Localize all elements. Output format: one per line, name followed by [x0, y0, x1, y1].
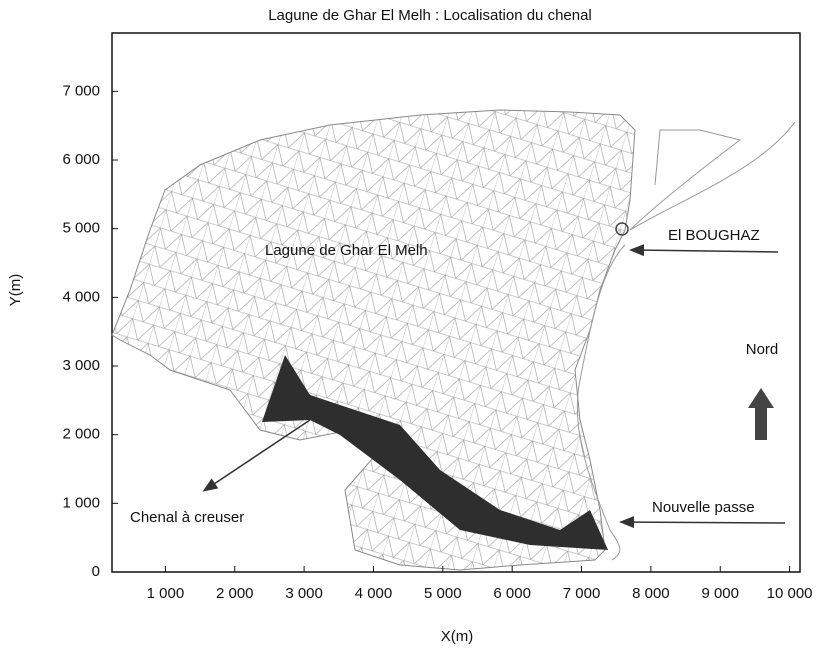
title: Lagune de Ghar El Melh : Localisation du…	[268, 7, 592, 24]
annotation: Nord	[746, 341, 779, 358]
pass-arrow	[622, 522, 785, 523]
x-tick-label: 4 000	[355, 585, 393, 602]
y-tick-label: 5 000	[62, 220, 100, 237]
x-tick-label: 2 000	[216, 585, 254, 602]
x-tick-label: 6 000	[493, 585, 531, 602]
annotation: El BOUGHAZ	[668, 227, 760, 244]
inlet-arrow	[632, 250, 778, 252]
y-tick-label: 0	[92, 563, 100, 580]
x-tick-label: 8 000	[632, 585, 670, 602]
figure: Lagune de Ghar El Melh : Localisation du…	[0, 0, 823, 651]
y-tick-label: 7 000	[62, 82, 100, 99]
annotation: Lagune de Ghar El Melh	[265, 242, 428, 259]
x-tick-label: 5 000	[424, 585, 462, 602]
annotation: Chenal à creuser	[130, 509, 244, 526]
x-axis-label: X(m)	[441, 628, 474, 645]
x-tick-label: 1 000	[147, 585, 185, 602]
x-tick-label: 10 000	[767, 585, 813, 602]
y-axis-label: Y(m)	[7, 274, 24, 307]
x-tick-label: 9 000	[701, 585, 739, 602]
lagoon-mesh	[112, 110, 635, 570]
y-tick-label: 3 000	[62, 357, 100, 374]
y-tick-label: 4 000	[62, 288, 100, 305]
channel-arrow	[205, 420, 310, 490]
x-tick-label: 7 000	[563, 585, 601, 602]
annotation: Nouvelle passe	[652, 499, 755, 516]
y-tick-label: 2 000	[62, 426, 100, 443]
y-tick-label: 1 000	[62, 494, 100, 511]
x-tick-label: 3 000	[285, 585, 323, 602]
y-tick-label: 6 000	[62, 151, 100, 168]
north-arrow	[748, 388, 774, 440]
